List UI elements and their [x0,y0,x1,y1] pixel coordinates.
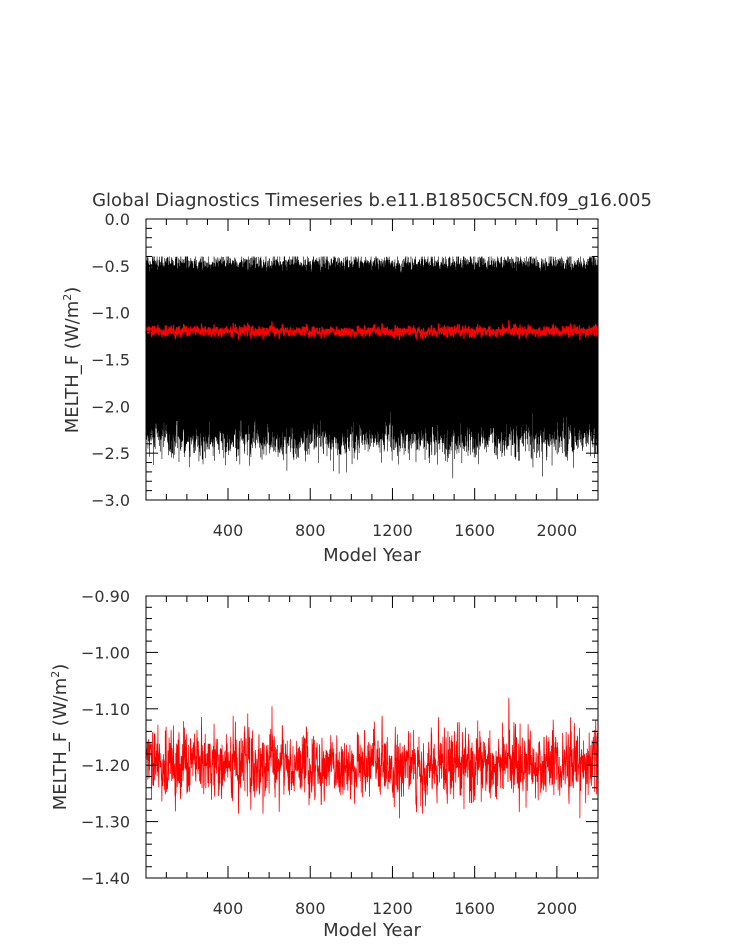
ticks: 400 800 1200 1600 2000 −0.90 −1.00 −1.10 −1.20 −1… [81,587,599,918]
series-lines [146,256,598,479]
y-tick-label: −1.0 [91,304,130,323]
y-axis-label: MELTH_F (W/m2) [49,664,71,811]
y-tick-label: −2.0 [91,397,130,416]
y-tick-label: −2.5 [91,444,130,463]
y-tick-label: −1.10 [81,700,130,719]
y-tick-label: 0.0 [105,210,130,229]
y-axis-label-main: MELTH_F (W/m [62,301,83,433]
x-tick-label: 400 [213,521,244,540]
top-chart: Global Diagnostics Timeseries b.e11.B185… [61,190,652,566]
x-tick-label: 800 [295,521,326,540]
x-tick-label: 1600 [454,899,495,918]
y-tick-label: −0.90 [81,587,130,606]
y-tick-label: −1.20 [81,756,130,775]
y-tick-label: −1.40 [81,869,130,888]
x-tick-label: 1600 [454,521,495,540]
x-axis-label: Model Year [323,920,421,941]
series-lines [146,697,598,819]
monthly-series-line [146,256,598,479]
chart-title: Global Diagnostics Timeseries b.e11.B185… [92,190,652,211]
y-tick-label: −1.30 [81,813,130,832]
bottom-chart: 400 800 1200 1600 2000 −0.90 −1.00 −1.10 −1.20 −1… [49,587,599,941]
annual-series-line [146,320,598,341]
y-axis-label-close: ) [62,287,83,294]
x-tick-label: 1200 [372,521,413,540]
y-tick-label: −1.5 [91,351,130,370]
x-tick-label: 800 [295,899,326,918]
y-axis-label-sup: 2 [61,294,74,301]
y-axis-label-close: ) [50,664,71,671]
ticks: 400 800 1200 1600 2000 0.0 −0.5 −1.0 −1.5 −2.0 −2.… [91,210,599,540]
y-tick-label: −3.0 [91,491,130,510]
y-tick-label: −0.5 [91,257,130,276]
x-tick-label: 2000 [537,899,578,918]
y-axis-label: MELTH_F (W/m2) [61,287,83,434]
x-tick-label: 400 [213,899,244,918]
x-tick-label: 1200 [372,899,413,918]
x-tick-label: 2000 [537,521,578,540]
y-tick-label: −1.00 [81,643,130,662]
annual-series-line [146,697,598,819]
y-axis-label-main: MELTH_F (W/m [50,678,71,810]
x-axis-label: Model Year [323,545,421,566]
y-axis-label-sup: 2 [49,671,62,678]
